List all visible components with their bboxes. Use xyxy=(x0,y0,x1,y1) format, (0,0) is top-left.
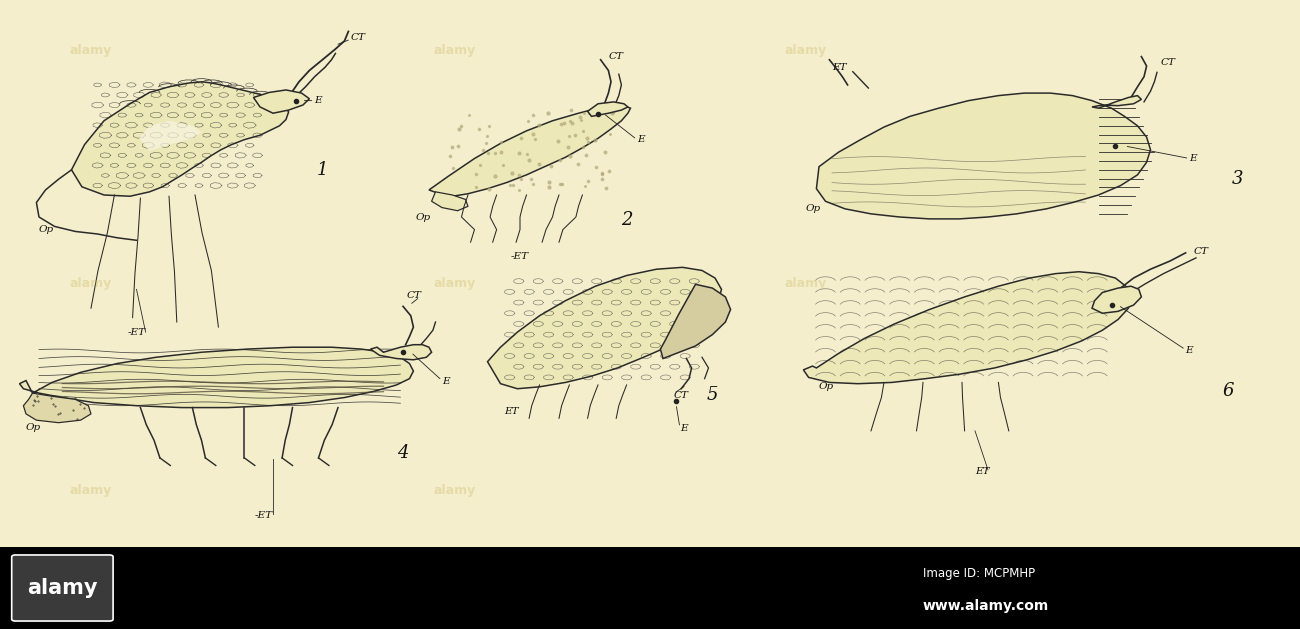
Text: -ET: -ET xyxy=(255,511,273,520)
Polygon shape xyxy=(370,345,432,360)
FancyBboxPatch shape xyxy=(12,555,113,621)
Text: alamy: alamy xyxy=(785,277,827,289)
Text: 4: 4 xyxy=(398,444,408,462)
Polygon shape xyxy=(432,192,468,211)
Text: Op: Op xyxy=(39,225,55,234)
Text: CT: CT xyxy=(351,33,365,42)
Text: alamy: alamy xyxy=(434,484,476,497)
Text: 2: 2 xyxy=(621,211,632,229)
Text: E: E xyxy=(442,377,450,386)
Text: 1: 1 xyxy=(317,161,328,179)
Text: E: E xyxy=(1190,154,1197,163)
Polygon shape xyxy=(816,93,1150,219)
Text: Image ID: MCPMHP: Image ID: MCPMHP xyxy=(923,567,1035,580)
Text: alamy: alamy xyxy=(70,484,112,497)
Polygon shape xyxy=(429,106,630,196)
Text: alamy: alamy xyxy=(70,277,112,289)
Text: www.alamy.com: www.alamy.com xyxy=(923,599,1049,613)
Text: -ET: -ET xyxy=(511,252,529,260)
Text: alamy: alamy xyxy=(434,44,476,57)
Bar xyxy=(0,547,1300,629)
Text: E: E xyxy=(315,96,322,105)
Text: 5: 5 xyxy=(707,386,718,404)
Polygon shape xyxy=(23,393,91,423)
Text: CT: CT xyxy=(1161,58,1175,67)
Text: CT: CT xyxy=(407,291,421,300)
Text: Op: Op xyxy=(806,204,822,213)
Text: -ET: -ET xyxy=(127,328,146,337)
Text: ET: ET xyxy=(832,63,846,72)
Text: alamy: alamy xyxy=(785,44,827,57)
Polygon shape xyxy=(803,272,1131,384)
Polygon shape xyxy=(72,82,289,196)
Text: CT: CT xyxy=(608,52,623,61)
Text: CT: CT xyxy=(673,391,688,399)
Polygon shape xyxy=(139,121,202,151)
Polygon shape xyxy=(588,102,628,116)
Text: E: E xyxy=(1186,347,1193,355)
Text: alamy: alamy xyxy=(27,578,97,598)
Text: Op: Op xyxy=(26,423,42,432)
Text: 3: 3 xyxy=(1232,170,1243,188)
Text: alamy: alamy xyxy=(70,44,112,57)
Text: Op: Op xyxy=(416,213,432,221)
Text: 6: 6 xyxy=(1223,382,1234,400)
Text: Op: Op xyxy=(819,382,835,391)
Text: E: E xyxy=(680,425,688,433)
Text: ET: ET xyxy=(504,408,519,416)
Polygon shape xyxy=(660,284,731,359)
Polygon shape xyxy=(488,267,722,389)
Text: ET: ET xyxy=(975,467,989,476)
Polygon shape xyxy=(1092,286,1141,313)
Polygon shape xyxy=(20,347,413,408)
Polygon shape xyxy=(1092,96,1141,108)
Text: CT: CT xyxy=(1193,247,1208,256)
Text: alamy: alamy xyxy=(434,277,476,289)
Text: E: E xyxy=(637,135,645,144)
Polygon shape xyxy=(254,90,309,113)
